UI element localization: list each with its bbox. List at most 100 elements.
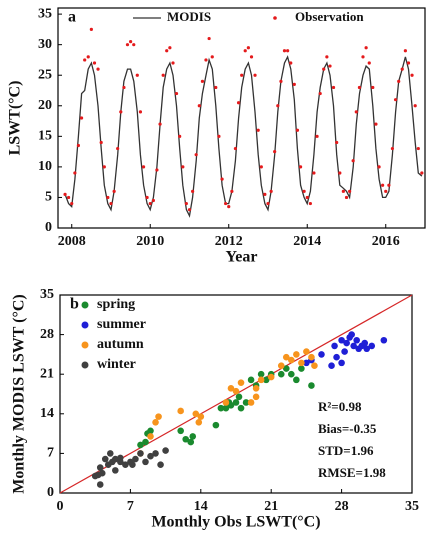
scatter-point bbox=[195, 418, 203, 426]
y-axis-label: LSWT(°C) bbox=[7, 81, 24, 156]
scatter-point bbox=[227, 402, 235, 409]
scatter-point bbox=[96, 464, 104, 471]
observation-point bbox=[400, 67, 404, 71]
scatter-point bbox=[222, 404, 230, 412]
observation-point bbox=[249, 55, 254, 59]
observation-point bbox=[371, 85, 375, 90]
scatter-point bbox=[247, 399, 255, 406]
observation-point bbox=[168, 46, 172, 50]
scatter-point bbox=[298, 359, 305, 367]
observation-point bbox=[292, 82, 296, 86]
observation-point bbox=[155, 168, 159, 172]
observation-point bbox=[129, 40, 133, 44]
observation-point bbox=[246, 46, 250, 50]
observation-point bbox=[148, 201, 152, 206]
observation-point bbox=[289, 61, 293, 65]
scatter-point bbox=[112, 467, 119, 474]
y-tick-label: 7 bbox=[47, 446, 54, 461]
stat-annotation: R²=0.98 bbox=[318, 399, 362, 414]
scatter-point bbox=[142, 458, 149, 466]
plot-frame bbox=[59, 294, 413, 494]
scatter-point bbox=[252, 393, 260, 401]
scatter-point bbox=[353, 336, 360, 344]
scatter-point bbox=[361, 339, 369, 347]
y-tick-label: 20 bbox=[38, 98, 52, 113]
observation-point bbox=[92, 61, 97, 65]
y-tick-label: 30 bbox=[38, 37, 52, 52]
scatter-point bbox=[380, 336, 388, 344]
scatter-point bbox=[288, 356, 295, 364]
scatter-point bbox=[237, 379, 245, 386]
observation-point bbox=[227, 205, 231, 209]
y-tick-label: 0 bbox=[45, 220, 52, 235]
scatter-point bbox=[235, 393, 243, 401]
y-tick-label: 15 bbox=[38, 129, 52, 144]
observation-point bbox=[279, 79, 283, 83]
scatter-point bbox=[177, 427, 184, 435]
stat-annotation: STD=1.96 bbox=[318, 443, 374, 458]
observation-point bbox=[119, 110, 123, 114]
x-tick-label: 2012 bbox=[215, 234, 243, 249]
y-tick-label: 35 bbox=[40, 287, 54, 302]
legend-label: winter bbox=[97, 357, 136, 372]
observation-point bbox=[377, 165, 381, 169]
legend-swatch bbox=[81, 361, 89, 369]
observation-point bbox=[384, 189, 388, 193]
observation-point bbox=[338, 171, 342, 175]
scatter-point bbox=[129, 461, 136, 469]
scatter-point bbox=[237, 404, 245, 412]
scatter-point bbox=[350, 342, 357, 350]
scatter-point bbox=[368, 342, 376, 350]
x-tick-label: 0 bbox=[57, 499, 64, 514]
x-axis-label: Monthly Obs LSWT(°C) bbox=[151, 514, 320, 531]
legend-label: spring bbox=[97, 297, 135, 312]
x-tick-label: 14 bbox=[194, 499, 208, 514]
observation-point bbox=[276, 104, 280, 108]
y-tick-label: 0 bbox=[47, 485, 54, 500]
observation-point bbox=[184, 201, 188, 206]
x-tick-label: 35 bbox=[405, 499, 419, 514]
scatter-point bbox=[232, 399, 240, 406]
observation-point bbox=[158, 122, 162, 126]
observation-point bbox=[354, 110, 358, 114]
scatter-point bbox=[122, 461, 129, 469]
observation-point bbox=[381, 183, 385, 187]
scatter-point bbox=[262, 376, 270, 384]
observation-point bbox=[125, 43, 130, 47]
scatter-point bbox=[106, 450, 114, 457]
scatter-point bbox=[182, 435, 190, 443]
scatter-point bbox=[308, 353, 315, 361]
panel-label: a bbox=[68, 9, 76, 26]
scatter-point bbox=[338, 336, 345, 344]
y-tick-label: 28 bbox=[40, 327, 54, 342]
scatter-point bbox=[117, 454, 124, 462]
observation-point bbox=[214, 85, 218, 90]
observation-point bbox=[217, 134, 221, 138]
observation-point bbox=[151, 198, 155, 203]
observation-point bbox=[344, 195, 349, 200]
y-tick-label: 14 bbox=[40, 406, 54, 421]
scatter-point bbox=[98, 469, 106, 477]
scatter-point bbox=[189, 433, 197, 440]
y-tick-label: 35 bbox=[38, 6, 52, 21]
scatter-point bbox=[152, 450, 159, 457]
legend-swatch bbox=[81, 321, 89, 329]
observation-point bbox=[318, 91, 322, 96]
observation-point bbox=[413, 104, 417, 108]
observation-point bbox=[420, 171, 424, 175]
observation-point bbox=[357, 85, 362, 90]
scatter-point bbox=[177, 407, 184, 415]
observation-point bbox=[122, 85, 126, 90]
observation-point bbox=[308, 201, 312, 206]
scatter-point bbox=[363, 345, 371, 353]
scatter-point bbox=[197, 413, 205, 420]
scatter-point bbox=[267, 373, 275, 381]
scatter-point bbox=[298, 365, 305, 372]
scatter-point bbox=[277, 362, 285, 370]
observation-point bbox=[210, 55, 214, 59]
scatter-point bbox=[137, 450, 144, 457]
observation-point bbox=[305, 195, 309, 200]
scatter-point bbox=[247, 376, 255, 384]
stat-annotation: RMSE=1.98 bbox=[318, 465, 386, 480]
